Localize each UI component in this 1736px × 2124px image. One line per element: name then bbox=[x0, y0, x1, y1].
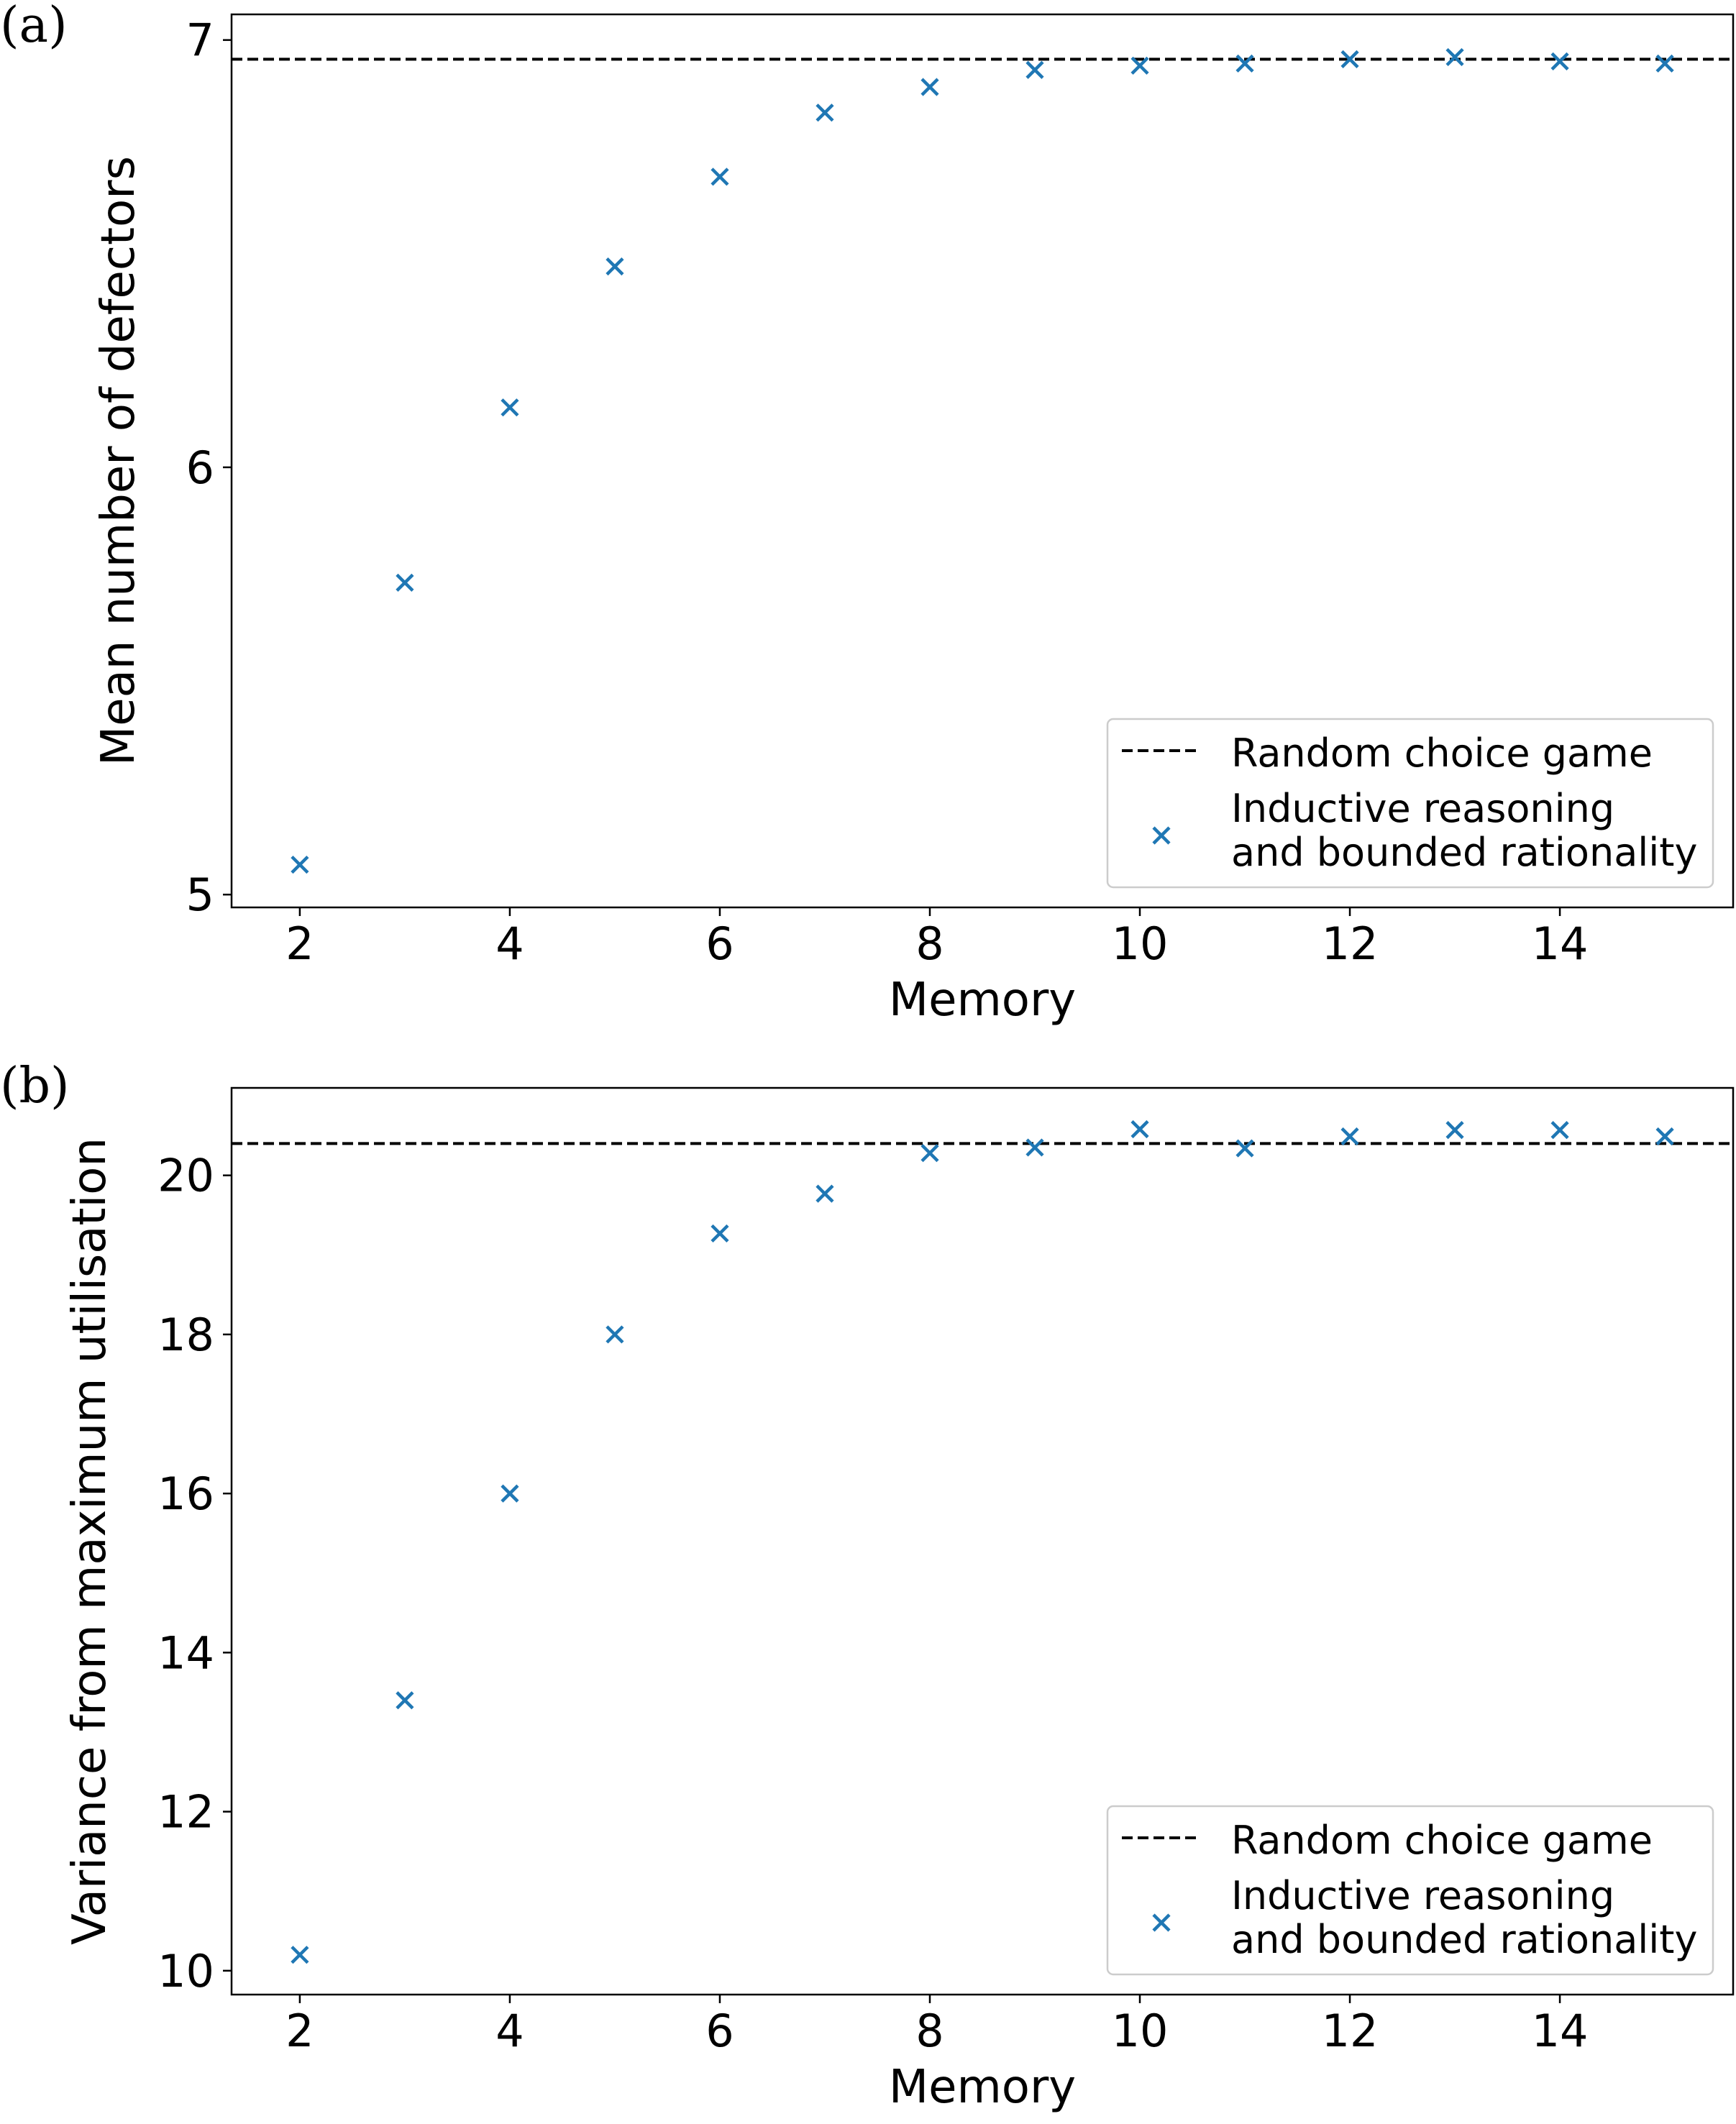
legend-label-inductive-line2: and bounded rationality bbox=[1231, 1917, 1697, 1962]
x-axis-label: Memory bbox=[889, 2061, 1076, 2114]
y-tick-label: 20 bbox=[157, 1150, 214, 1202]
x-tick-label: 14 bbox=[1532, 917, 1589, 970]
panel-label: (a) bbox=[0, 0, 68, 54]
legend-label-inductive-line1: Inductive reasoning bbox=[1231, 786, 1614, 831]
legend: Random choice game Inductive reasoningand… bbox=[1107, 719, 1713, 887]
x-tick-label: 6 bbox=[705, 2005, 734, 2057]
figure-background bbox=[0, 0, 1736, 2120]
legend-label-random-choice: Random choice game bbox=[1231, 731, 1653, 776]
x-tick-label: 8 bbox=[915, 2005, 944, 2057]
x-tick-label: 6 bbox=[705, 917, 734, 970]
y-tick-label: 12 bbox=[157, 1786, 214, 1839]
y-tick-label: 10 bbox=[157, 1945, 214, 1997]
y-axis-label: Mean number of defectors bbox=[92, 156, 145, 766]
y-tick-label: 6 bbox=[186, 441, 214, 494]
x-tick-label: 10 bbox=[1112, 2005, 1169, 2057]
y-tick-label: 14 bbox=[157, 1626, 214, 1679]
y-tick-label: 7 bbox=[186, 14, 214, 67]
x-tick-label: 12 bbox=[1322, 917, 1379, 970]
legend: Random choice game Inductive reasoningand… bbox=[1107, 1806, 1713, 1974]
y-tick-label: 18 bbox=[157, 1309, 214, 1361]
legend-label-inductive-line1: Inductive reasoning bbox=[1231, 1873, 1614, 1918]
figure: 2 4 6 8 10 12 14 5 6 7 Memory Mean number of defect… bbox=[0, 0, 1736, 2120]
legend-label-inductive-line2: and bounded rationality bbox=[1231, 830, 1697, 875]
x-tick-label: 14 bbox=[1532, 2005, 1589, 2057]
x-tick-label: 10 bbox=[1112, 917, 1169, 970]
x-tick-label: 2 bbox=[285, 2005, 314, 2057]
y-tick-label: 16 bbox=[157, 1468, 214, 1520]
x-tick-label: 4 bbox=[495, 2005, 524, 2057]
legend-label-random-choice: Random choice game bbox=[1231, 1818, 1653, 1863]
x-tick-label: 8 bbox=[915, 917, 944, 970]
x-tick-label: 2 bbox=[285, 917, 314, 970]
x-tick-label: 12 bbox=[1322, 2005, 1379, 2057]
figure-canvas: 2 4 6 8 10 12 14 5 6 7 Memory Mean number of defect… bbox=[0, 0, 1736, 2120]
x-axis-label: Memory bbox=[889, 974, 1076, 1027]
x-tick-label: 4 bbox=[495, 917, 524, 970]
panel-label: (b) bbox=[0, 1058, 70, 1114]
y-tick-label: 5 bbox=[186, 869, 214, 921]
y-axis-label: Variance from maximum utilisation bbox=[63, 1137, 117, 1945]
